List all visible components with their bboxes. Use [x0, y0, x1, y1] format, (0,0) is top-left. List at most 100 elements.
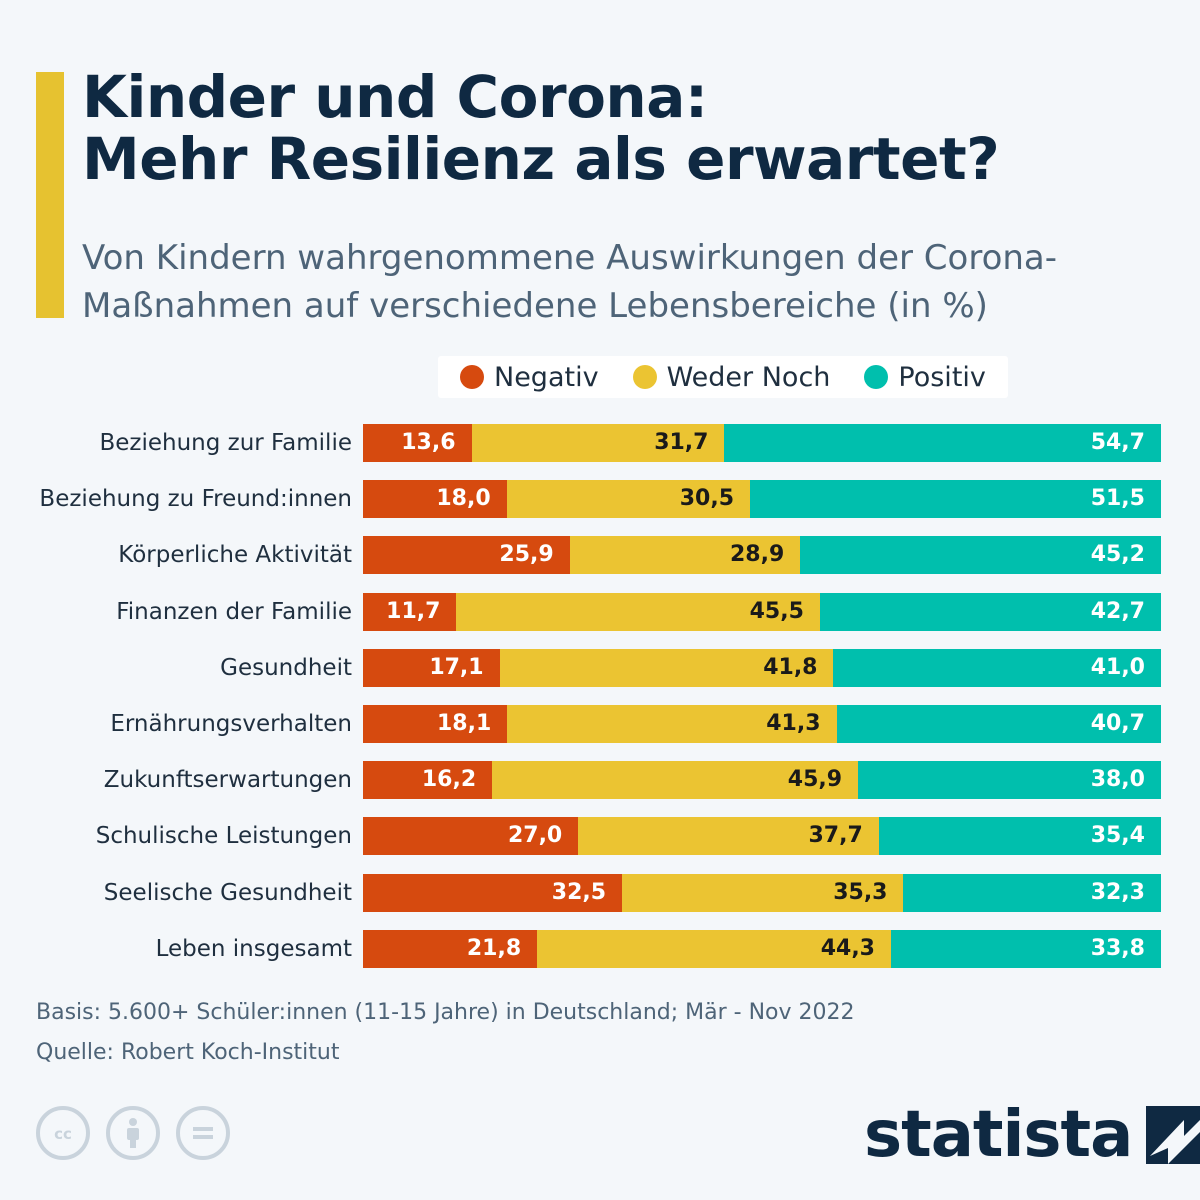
legend: Negativ Weder Noch Positiv — [438, 356, 1008, 398]
value-label: 45,9 — [787, 767, 843, 793]
no-derivatives-icon[interactable] — [176, 1106, 230, 1160]
bar-segment-weder-noch: 44,3 — [537, 929, 891, 968]
value-label: 17,1 — [429, 654, 484, 680]
bar-segment-positiv: 32,3 — [903, 873, 1161, 912]
statista-logo[interactable]: statista — [864, 1100, 1200, 1170]
chart-title: Kinder und Corona: Mehr Resilienz als er… — [82, 63, 1000, 190]
value-label: 35,3 — [833, 879, 888, 905]
value-label: 28,9 — [730, 542, 785, 568]
bar-segment-weder-noch: 45,5 — [456, 592, 820, 631]
value-label: 37,7 — [808, 823, 863, 849]
bar-row: Seelische Gesundheit 32,5 35,3 32,3 — [0, 873, 1200, 912]
bar-segment-weder-noch: 30,5 — [506, 480, 750, 519]
bar-segment-positiv: 38,0 — [858, 761, 1161, 800]
value-label: 18,1 — [437, 711, 492, 736]
value-label: 45,2 — [1090, 542, 1145, 568]
bar-track: 18,1 41,3 40,7 — [363, 705, 1161, 743]
category-label: Gesundheit — [220, 654, 352, 681]
bar-track: 17,1 41,8 41,0 — [363, 648, 1161, 687]
bar-track: 32,5 35,3 32,3 — [363, 873, 1161, 912]
bar-track: 11,7 45,5 42,7 — [363, 592, 1161, 631]
value-label: 16,2 — [421, 767, 477, 793]
bar-segment-weder-noch: 41,8 — [499, 648, 834, 687]
bar-segment-weder-noch: 28,9 — [569, 536, 801, 575]
bar-row: Körperliche Aktivität 25,9 28,9 45,2 — [0, 536, 1200, 575]
value-label: 41,0 — [1090, 654, 1145, 680]
value-label: 33,8 — [1090, 935, 1145, 961]
category-label: Finanzen der Familie — [116, 598, 352, 625]
statista-icon — [1146, 1106, 1200, 1164]
bar-segment-negativ: 13,6 — [363, 424, 472, 462]
svg-text:cc: cc — [54, 1125, 72, 1143]
bar-segment-positiv: 51,5 — [750, 480, 1161, 519]
legend-dot-weder-noch — [632, 365, 657, 389]
value-label: 32,5 — [551, 879, 607, 905]
value-label: 41,3 — [766, 711, 821, 736]
bar-track: 13,6 31,7 54,7 — [363, 424, 1161, 462]
value-label: 51,5 — [1090, 486, 1145, 512]
value-label: 41,8 — [763, 654, 818, 680]
bar-segment-positiv: 35,4 — [878, 817, 1161, 856]
value-label: 13,6 — [401, 430, 456, 455]
legend-label-negativ: Negativ — [494, 361, 599, 393]
accent-bar — [36, 72, 64, 318]
category-label: Schulische Leistungen — [95, 823, 352, 850]
bar-segment-weder-noch: 31,7 — [471, 424, 725, 462]
chart-subtitle: Von Kindern wahrgenommene Auswirkungen d… — [82, 238, 1058, 326]
bar-segment-negativ: 11,7 — [363, 592, 457, 631]
value-label: 54,7 — [1090, 430, 1145, 455]
bar-row: Beziehung zur Familie 13,6 31,7 54,7 — [0, 424, 1200, 462]
bar-row: Schulische Leistungen 27,0 37,7 35,4 — [0, 817, 1200, 856]
bar-segment-negativ: 25,9 — [363, 536, 570, 575]
value-label: 25,9 — [499, 542, 554, 568]
bar-row: Zukunftserwartungen 16,2 45,9 38,0 — [0, 761, 1200, 800]
bar-segment-weder-noch: 45,9 — [492, 761, 859, 800]
bar-segment-negativ: 32,5 — [363, 873, 623, 912]
value-label: 38,0 — [1090, 767, 1145, 793]
title-line-1: Kinder und Corona: — [82, 63, 708, 131]
basis-note: Basis: 5.600+ Schüler:innen (11-15 Jahre… — [36, 1000, 855, 1025]
bar-segment-weder-noch: 35,3 — [622, 873, 904, 912]
value-label: 32,3 — [1090, 879, 1145, 905]
value-label: 45,5 — [749, 598, 804, 624]
value-label: 40,7 — [1090, 711, 1145, 736]
cc-icon[interactable]: cc — [36, 1106, 90, 1160]
category-label: Zukunftserwartungen — [103, 767, 352, 794]
bar-track: 25,9 28,9 45,2 — [363, 536, 1161, 575]
value-label: 21,8 — [466, 935, 522, 961]
value-label: 27,0 — [507, 823, 563, 849]
value-label: 44,3 — [820, 935, 875, 961]
bar-row: Gesundheit 17,1 41,8 41,0 — [0, 648, 1200, 687]
license-icons: cc — [36, 1106, 230, 1160]
category-label: Leben insgesamt — [155, 935, 352, 962]
legend-item-weder-noch: Weder Noch — [632, 362, 830, 393]
bar-segment-positiv: 45,2 — [800, 536, 1161, 575]
bar-segment-positiv: 42,7 — [819, 592, 1161, 631]
bar-track: 27,0 37,7 35,4 — [363, 817, 1161, 856]
attribution-icon[interactable] — [106, 1106, 160, 1160]
legend-item-positiv: Positiv — [864, 361, 986, 393]
bar-segment-negativ: 17,1 — [363, 648, 500, 687]
bar-row: Beziehung zu Freund:innen 18,0 30,5 51,5 — [0, 480, 1200, 519]
bar-segment-positiv: 33,8 — [890, 929, 1161, 968]
category-label: Seelische Gesundheit — [103, 879, 352, 906]
legend-item-negativ: Negativ — [460, 362, 599, 393]
legend-label-positiv: Positiv — [898, 361, 986, 393]
bar-segment-weder-noch: 37,7 — [578, 817, 879, 856]
value-label: 18,0 — [436, 486, 491, 512]
brand-wordmark: statista — [864, 1098, 1133, 1172]
category-label: Beziehung zu Freund:innen — [39, 486, 352, 513]
bar-row: Finanzen der Familie 11,7 45,5 42,7 — [0, 592, 1200, 631]
bar-segment-negativ: 27,0 — [363, 817, 579, 856]
bar-segment-positiv: 41,0 — [833, 648, 1161, 687]
value-label: 42,7 — [1090, 598, 1145, 624]
bar-segment-negativ: 18,1 — [363, 705, 508, 743]
legend-dot-positiv — [864, 365, 889, 389]
bar-segment-negativ: 21,8 — [363, 929, 538, 968]
value-label: 11,7 — [386, 598, 441, 624]
source-note: Quelle: Robert Koch-Institut — [36, 1040, 340, 1065]
value-label: 35,4 — [1090, 823, 1145, 849]
category-label: Ernährungsverhalten — [110, 711, 352, 737]
category-label: Beziehung zur Familie — [99, 430, 352, 456]
bar-track: 21,8 44,3 33,8 — [363, 929, 1161, 968]
